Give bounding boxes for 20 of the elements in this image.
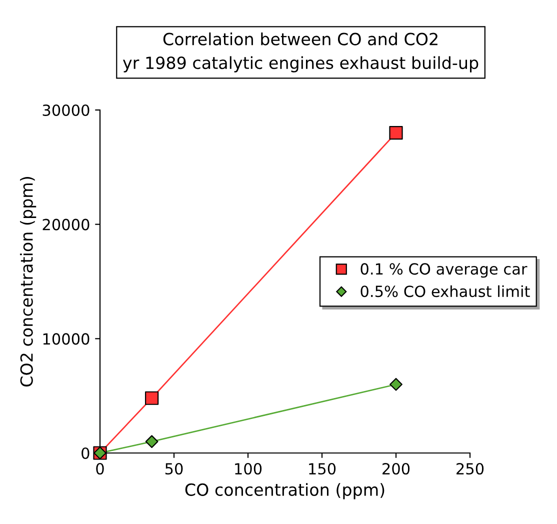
x-tick-label: 100 [235,462,262,475]
x-tick-label: 50 [165,462,183,475]
legend-label: 0.1 % CO average car [360,263,528,278]
point [390,378,402,391]
y-tick-label: 30000 [42,104,90,116]
x-tick-label: 150 [309,462,336,475]
y-tick-label: 0 [82,447,90,460]
point [145,435,158,448]
chart-title: Correlation between CO and CO2 [163,32,438,46]
y-axis-title: CO2 concentration (ppm) [20,177,36,386]
point [144,391,159,405]
y-tick-label: 20000 [42,218,90,230]
x-tick-label: 250 [456,462,484,475]
x-tick-label: 200 [382,462,410,475]
y-tick-label: 10000 [43,333,90,345]
chart-subtitle: yr 1989 catalytic engines exhaust build-up [122,56,478,72]
x-axis-title: CO concentration (ppm) [185,483,384,500]
x-tick-label: 0 [96,462,104,475]
point [389,126,403,140]
legend-label: 0.5% CO exhaust limit [360,285,530,298]
